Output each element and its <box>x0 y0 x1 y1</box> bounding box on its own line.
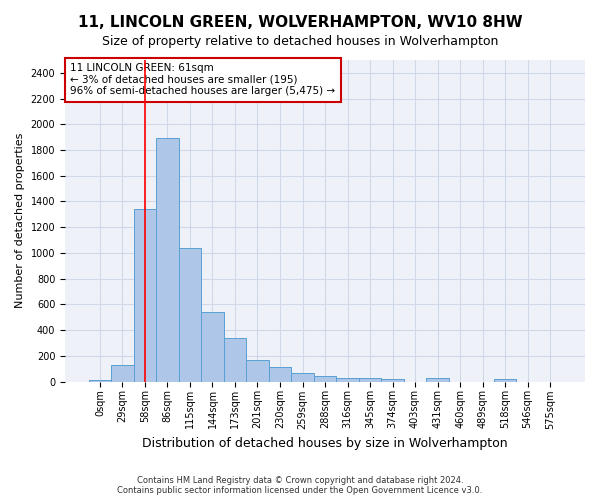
X-axis label: Distribution of detached houses by size in Wolverhampton: Distribution of detached houses by size … <box>142 437 508 450</box>
Bar <box>359 378 381 382</box>
Bar <box>224 338 246 382</box>
Bar <box>381 379 404 382</box>
Text: 11, LINCOLN GREEN, WOLVERHAMPTON, WV10 8HW: 11, LINCOLN GREEN, WOLVERHAMPTON, WV10 8… <box>77 15 523 30</box>
Bar <box>291 373 314 382</box>
Bar <box>201 312 224 382</box>
Bar <box>427 378 449 382</box>
Text: Size of property relative to detached houses in Wolverhampton: Size of property relative to detached ho… <box>102 35 498 48</box>
Bar <box>336 378 359 382</box>
Text: 11 LINCOLN GREEN: 61sqm
← 3% of detached houses are smaller (195)
96% of semi-de: 11 LINCOLN GREEN: 61sqm ← 3% of detached… <box>70 63 335 96</box>
Bar <box>134 209 156 382</box>
Bar <box>111 365 134 382</box>
Text: Contains HM Land Registry data © Crown copyright and database right 2024.
Contai: Contains HM Land Registry data © Crown c… <box>118 476 482 495</box>
Bar <box>314 376 336 382</box>
Bar <box>89 380 111 382</box>
Y-axis label: Number of detached properties: Number of detached properties <box>15 133 25 308</box>
Bar <box>269 368 291 382</box>
Bar <box>179 248 201 382</box>
Bar <box>494 379 517 382</box>
Bar <box>246 360 269 382</box>
Bar <box>156 138 179 382</box>
